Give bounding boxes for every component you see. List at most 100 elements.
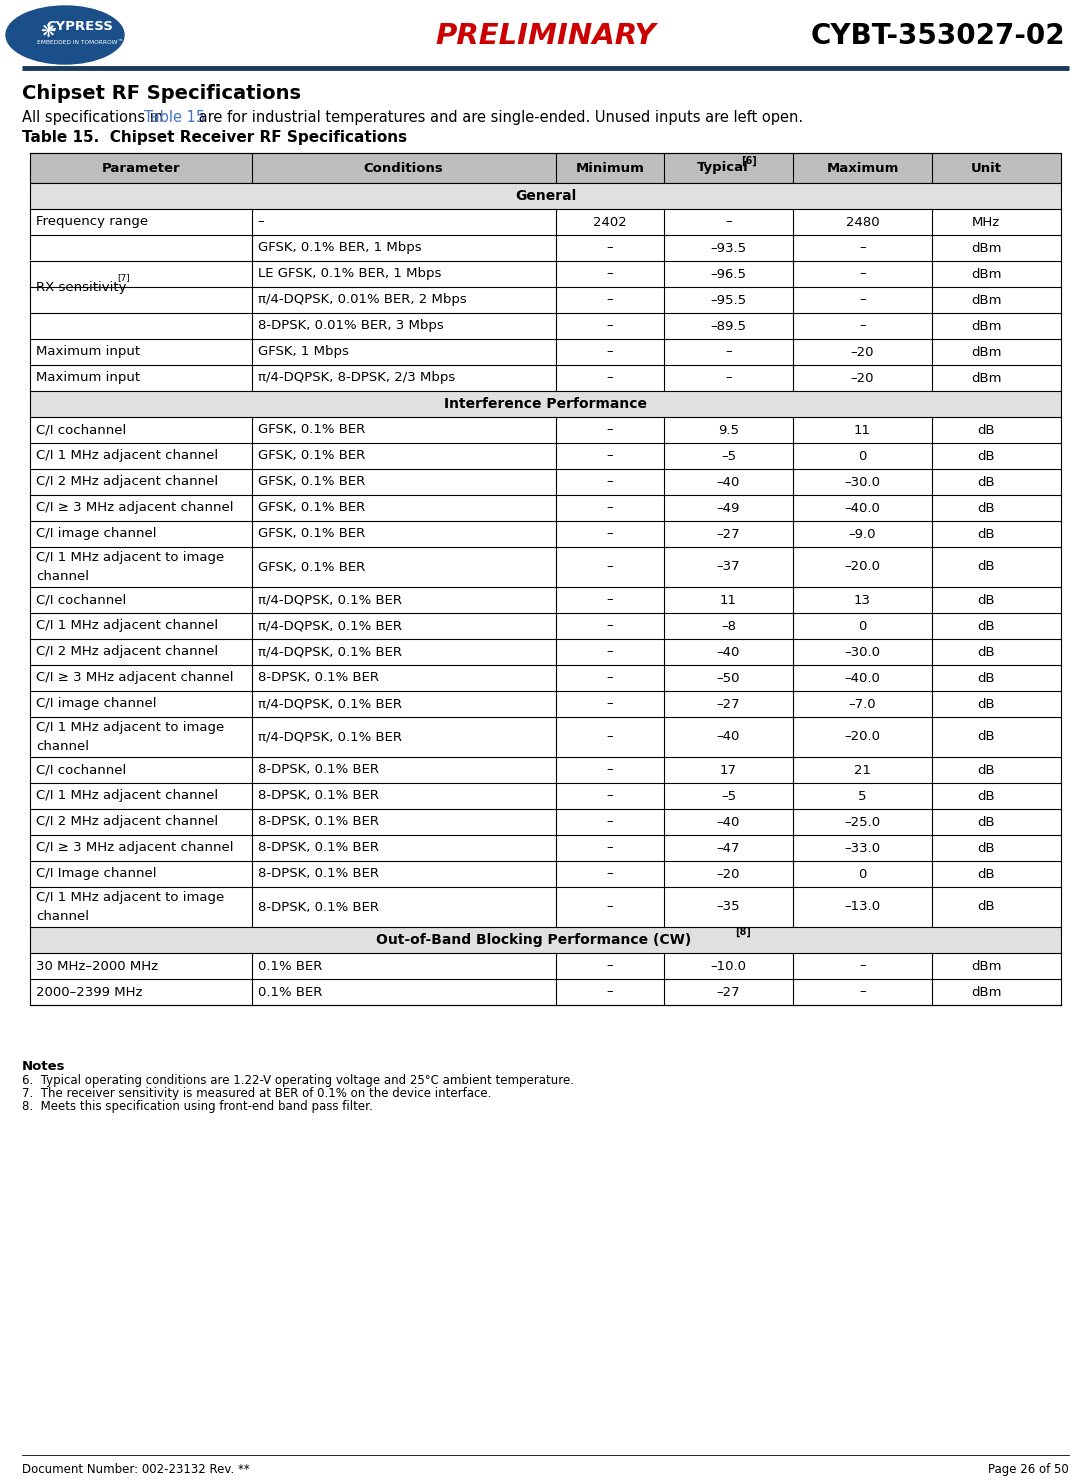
Text: 2000–2399 MHz: 2000–2399 MHz: [36, 986, 143, 999]
Text: dBm: dBm: [971, 345, 1002, 358]
Text: C/I 1 MHz adjacent channel: C/I 1 MHz adjacent channel: [36, 620, 218, 632]
Text: –13.0: –13.0: [844, 900, 880, 913]
Text: dB: dB: [978, 502, 995, 515]
Text: –93.5: –93.5: [710, 241, 746, 255]
Text: 21: 21: [854, 764, 871, 777]
Text: GFSK, 0.1% BER: GFSK, 0.1% BER: [257, 527, 364, 540]
Text: dB: dB: [978, 593, 995, 607]
Text: –40.0: –40.0: [844, 672, 880, 684]
Text: dB: dB: [978, 900, 995, 913]
Text: 7.  The receiver sensitivity is measured at BER of 0.1% on the device interface.: 7. The receiver sensitivity is measured …: [22, 1086, 491, 1100]
Bar: [29, 978, 1062, 1005]
Text: [8]: [8]: [735, 926, 752, 937]
Text: GFSK, 0.1% BER, 1 Mbps: GFSK, 0.1% BER, 1 Mbps: [257, 241, 421, 255]
Text: 6.  Typical operating conditions are 1.22-V operating voltage and 25°C ambient t: 6. Typical operating conditions are 1.22…: [22, 1074, 574, 1086]
Bar: [29, 366, 1062, 391]
Text: GFSK, 0.1% BER: GFSK, 0.1% BER: [257, 502, 364, 515]
Text: –: –: [607, 502, 613, 515]
Text: LE GFSK, 0.1% BER, 1 Mbps: LE GFSK, 0.1% BER, 1 Mbps: [257, 268, 441, 281]
Text: Page 26 of 50: Page 26 of 50: [988, 1464, 1069, 1476]
Text: –: –: [607, 867, 613, 881]
Bar: [29, 417, 1062, 443]
Text: Frequency range: Frequency range: [36, 216, 148, 228]
Bar: [29, 953, 1062, 978]
Text: –: –: [607, 268, 613, 281]
Text: are for industrial temperatures and are single-ended. Unused inputs are left ope: are for industrial temperatures and are …: [194, 110, 803, 124]
Text: π/4-DQPSK, 0.1% BER: π/4-DQPSK, 0.1% BER: [257, 593, 401, 607]
Bar: [29, 639, 1062, 665]
Text: –20: –20: [851, 345, 874, 358]
Text: dBm: dBm: [971, 959, 1002, 972]
Bar: [29, 494, 1062, 521]
Text: EMBEDDED IN TOMORROW™: EMBEDDED IN TOMORROW™: [37, 40, 123, 44]
Text: 11: 11: [854, 423, 871, 437]
Text: dBm: dBm: [971, 320, 1002, 333]
Bar: [29, 926, 1062, 953]
Text: –: –: [607, 475, 613, 488]
Text: C/I image channel: C/I image channel: [36, 527, 156, 540]
Bar: [29, 716, 1062, 756]
Text: C/I 2 MHz adjacent channel: C/I 2 MHz adjacent channel: [36, 645, 218, 659]
Bar: [29, 260, 1062, 287]
Text: 8-DPSK, 0.1% BER: 8-DPSK, 0.1% BER: [257, 789, 379, 802]
Text: –: –: [607, 527, 613, 540]
Text: GFSK, 0.1% BER: GFSK, 0.1% BER: [257, 475, 364, 488]
Bar: [29, 756, 1062, 783]
Text: –: –: [607, 842, 613, 854]
Text: –8: –8: [721, 620, 736, 632]
Text: –7.0: –7.0: [849, 697, 876, 710]
Text: C/I cochannel: C/I cochannel: [36, 764, 127, 777]
Text: –27: –27: [717, 527, 741, 540]
Text: dB: dB: [978, 764, 995, 777]
Text: –40: –40: [717, 815, 740, 829]
Text: dB: dB: [978, 620, 995, 632]
Bar: [29, 469, 1062, 494]
Bar: [29, 209, 1062, 235]
Text: 0: 0: [859, 450, 866, 462]
Text: dB: dB: [978, 423, 995, 437]
Text: –: –: [607, 986, 613, 999]
Text: Interference Performance: Interference Performance: [444, 397, 647, 411]
Text: π/4-DQPSK, 0.1% BER: π/4-DQPSK, 0.1% BER: [257, 731, 401, 743]
Text: 0: 0: [859, 867, 866, 881]
Text: C/I 2 MHz adjacent channel: C/I 2 MHz adjacent channel: [36, 815, 218, 829]
Text: 2480: 2480: [846, 216, 879, 228]
Text: 30 MHz–2000 MHz: 30 MHz–2000 MHz: [36, 959, 158, 972]
Text: C/I image channel: C/I image channel: [36, 697, 156, 710]
Text: 8-DPSK, 0.01% BER, 3 Mbps: 8-DPSK, 0.01% BER, 3 Mbps: [257, 320, 443, 333]
Text: 0.1% BER: 0.1% BER: [257, 986, 322, 999]
Text: 8-DPSK, 0.1% BER: 8-DPSK, 0.1% BER: [257, 867, 379, 881]
Text: π/4-DQPSK, 8-DPSK, 2/3 Mbps: π/4-DQPSK, 8-DPSK, 2/3 Mbps: [257, 371, 455, 385]
Text: CYBT-353027-02: CYBT-353027-02: [811, 22, 1065, 50]
Bar: [29, 521, 1062, 548]
Text: 2402: 2402: [594, 216, 627, 228]
Text: –: –: [607, 789, 613, 802]
Text: –20.0: –20.0: [844, 561, 880, 573]
Bar: [29, 887, 1062, 926]
Text: –27: –27: [717, 986, 741, 999]
Bar: [29, 184, 1062, 209]
Text: π/4-DQPSK, 0.1% BER: π/4-DQPSK, 0.1% BER: [257, 620, 401, 632]
Text: 8-DPSK, 0.1% BER: 8-DPSK, 0.1% BER: [257, 842, 379, 854]
Text: –9.0: –9.0: [849, 527, 876, 540]
Text: Table 15.  Chipset Receiver RF Specifications: Table 15. Chipset Receiver RF Specificat…: [22, 130, 407, 145]
Text: –50: –50: [717, 672, 741, 684]
Text: –20: –20: [851, 371, 874, 385]
Text: C/I Image channel: C/I Image channel: [36, 867, 156, 881]
Text: MHz: MHz: [972, 216, 1000, 228]
Bar: [29, 691, 1062, 716]
Text: GFSK, 0.1% BER: GFSK, 0.1% BER: [257, 450, 364, 462]
Text: dBm: dBm: [971, 268, 1002, 281]
Text: All specifications in: All specifications in: [22, 110, 168, 124]
Text: –: –: [607, 561, 613, 573]
Text: 8-DPSK, 0.1% BER: 8-DPSK, 0.1% BER: [257, 672, 379, 684]
Text: –33.0: –33.0: [844, 842, 880, 854]
Text: –: –: [607, 764, 613, 777]
Text: –: –: [607, 450, 613, 462]
Text: dB: dB: [978, 561, 995, 573]
Text: dB: dB: [978, 789, 995, 802]
Bar: [29, 588, 1062, 613]
Text: –: –: [607, 593, 613, 607]
Text: dB: dB: [978, 842, 995, 854]
Text: –: –: [607, 293, 613, 306]
